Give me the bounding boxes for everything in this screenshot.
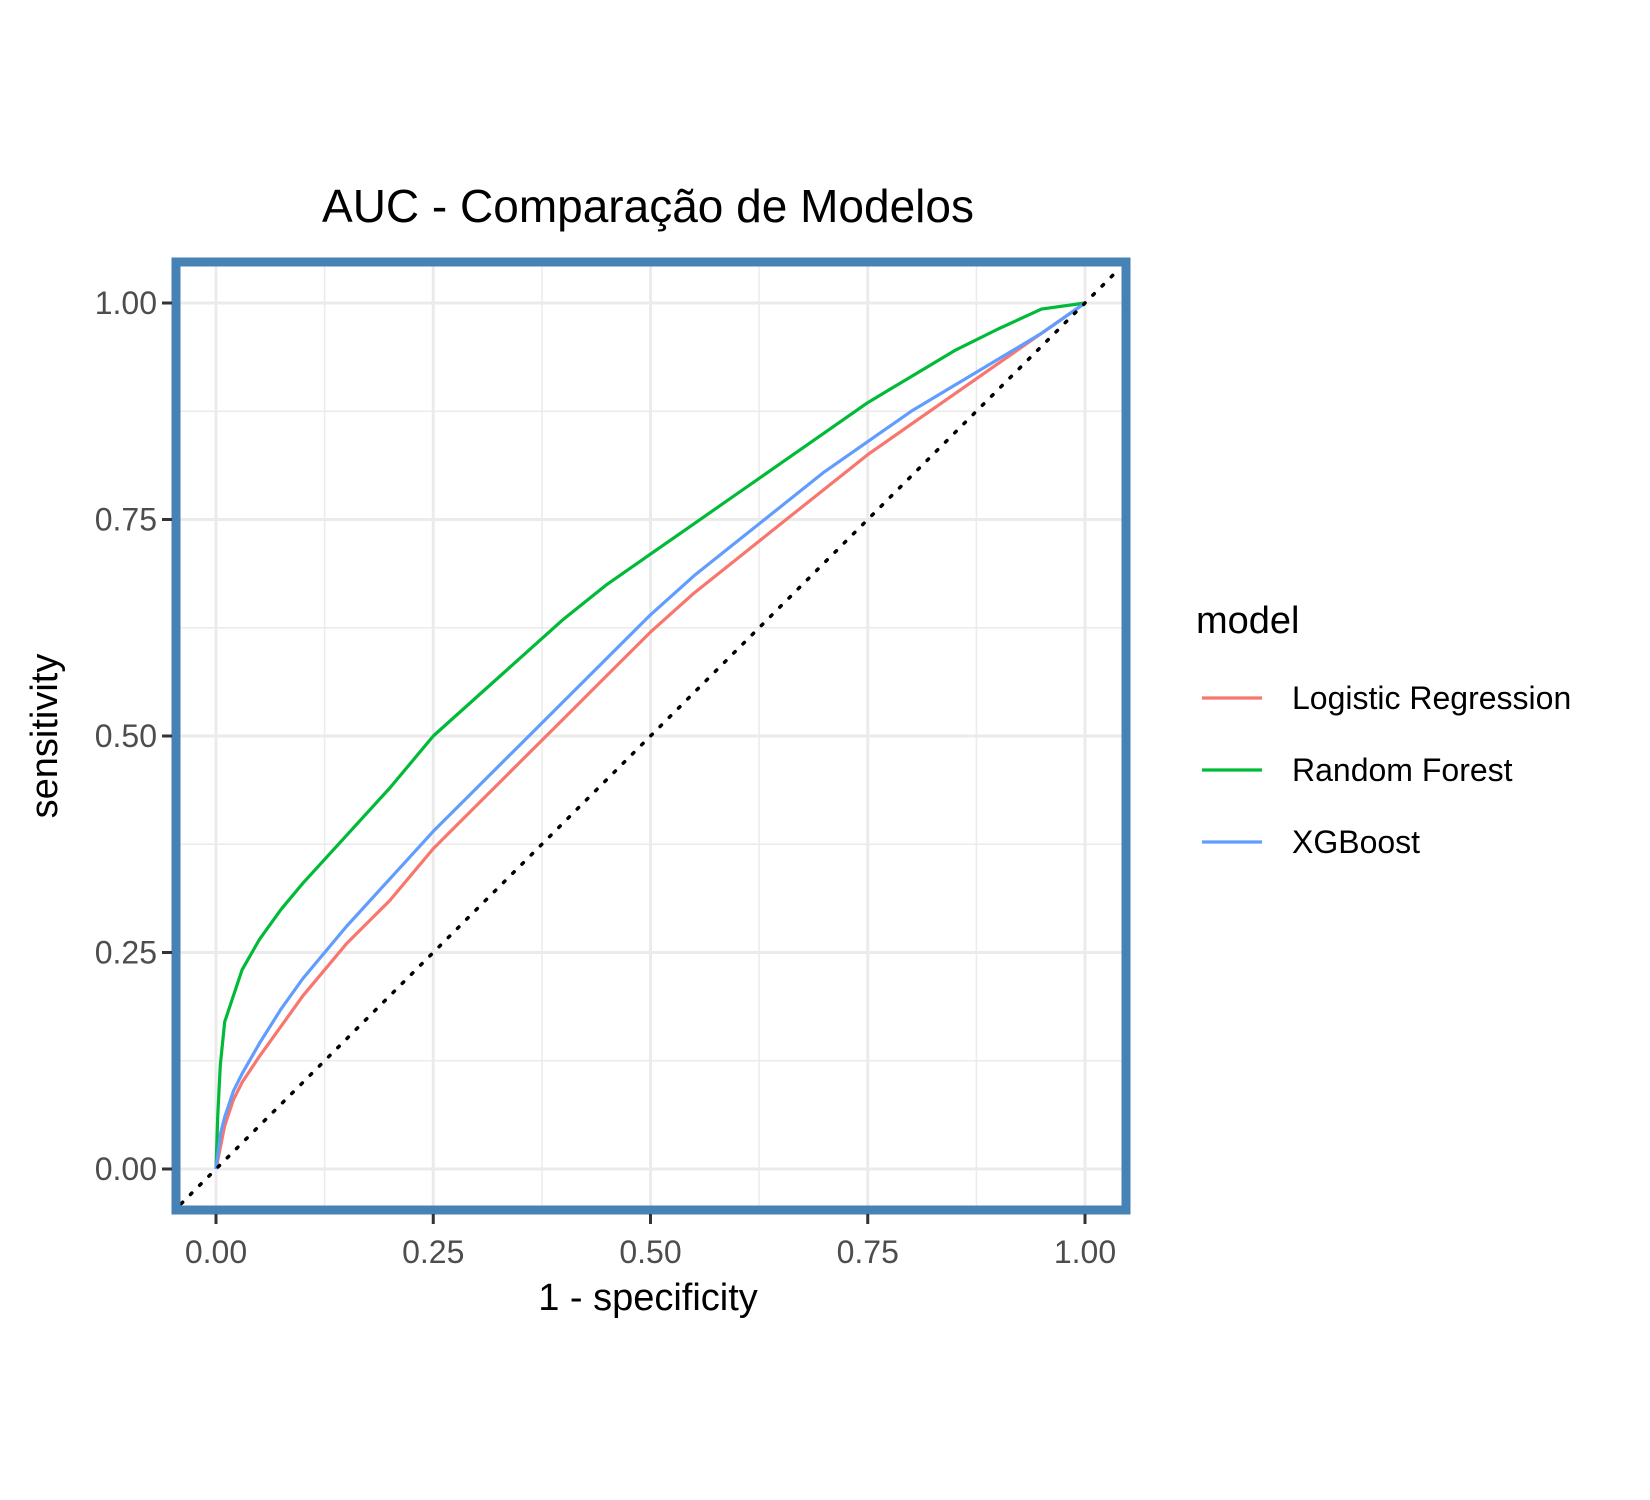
legend-label: Random Forest <box>1292 752 1513 788</box>
x-tick-label: 0.75 <box>837 1234 899 1270</box>
legend-label: XGBoost <box>1292 824 1420 860</box>
x-tick-label: 0.25 <box>402 1234 464 1270</box>
chart-title: AUC - Comparação de Modelos <box>322 180 974 232</box>
series-line-random-forest <box>214 301 1086 1170</box>
x-axis: 0.00 0.25 0.50 0.75 1.00 <box>185 1214 1116 1270</box>
x-axis-title: 1 - specificity <box>538 1277 758 1319</box>
y-tick-label: 0.25 <box>95 935 157 971</box>
y-tick-label: 0.50 <box>95 718 157 754</box>
y-tick-label: 1.00 <box>95 285 157 321</box>
x-tick-label: 0.50 <box>619 1234 681 1270</box>
y-tick-label: 0.00 <box>95 1151 157 1187</box>
reference-diagonal <box>179 266 1122 1206</box>
series-line-xgboost <box>214 301 1086 1170</box>
legend: model Logistic Regression Random Forest XG… <box>1196 600 1571 860</box>
legend-label: Logistic Regression <box>1292 680 1571 716</box>
panel-border <box>171 257 1131 1215</box>
series-line-logistic-regression <box>214 301 1086 1170</box>
x-tick-label: 1.00 <box>1054 1234 1116 1270</box>
x-tick-label: 0.00 <box>185 1234 247 1270</box>
y-axis: 0.00 0.25 0.50 0.75 1.00 <box>95 285 172 1187</box>
y-axis-title: sensitivity <box>24 654 66 819</box>
series-layer <box>179 266 1122 1206</box>
legend-title: model <box>1196 600 1300 642</box>
y-tick-label: 0.75 <box>95 502 157 538</box>
